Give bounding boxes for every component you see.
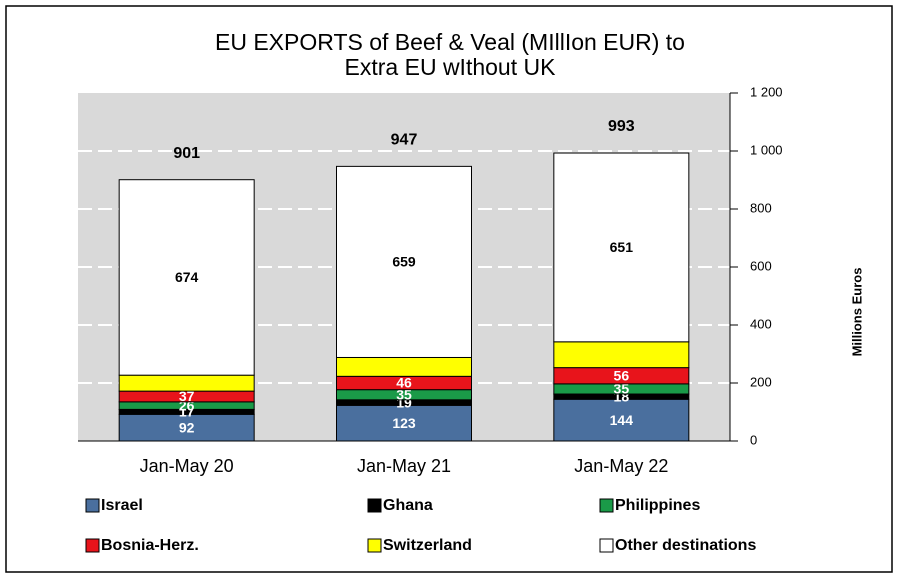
x-tick-label: Jan-May 21 [357,456,451,476]
data-label: 123 [392,415,416,431]
bar-segment [336,404,472,442]
bar-segment [553,341,690,369]
bar-segment [336,356,472,377]
legend-swatch [367,538,382,553]
bar-segment [553,152,690,343]
legend-label: Ghana [383,497,433,514]
bar-segment [553,398,690,442]
data-label: 35 [614,381,630,397]
data-label: 651 [610,239,634,255]
total-label: 993 [608,118,635,135]
y-tick-label: 800 [750,200,772,215]
y-tick-label: 1 200 [750,84,783,99]
data-label: 56 [614,367,630,383]
chart-title: EU EXPORTS of Beef & Veal (MIllIon EUR) … [215,29,685,55]
legend-label: Switzerland [383,537,472,554]
bar-segment [118,413,255,442]
chart-subtitle: Extra EU wIthout UK [345,54,557,80]
legend-swatch [85,538,100,553]
legend-swatch [599,538,614,553]
legend-label: Bosnia-Herz. [101,537,199,554]
bar-segment [118,374,255,392]
y-tick-label: 200 [750,374,772,389]
legend-swatch [599,498,614,513]
legend-label: Other destinations [615,537,756,554]
data-label: 144 [610,412,634,428]
y-axis-label: Millions Euros [849,268,864,357]
x-tick-label: Jan-May 22 [574,456,668,476]
data-label: 674 [175,269,199,285]
y-tick-label: 600 [750,258,772,273]
data-label: 659 [392,254,416,270]
y-tick-label: 1 000 [750,142,783,157]
legend-swatch [367,498,382,513]
legend-label: Philippines [615,497,700,514]
legend-label: Israel [101,497,143,514]
data-label: 35 [396,386,412,402]
x-tick-label: Jan-May 20 [140,456,234,476]
data-label: 92 [179,419,195,435]
total-label: 901 [173,145,200,162]
y-tick-label: 400 [750,316,772,331]
total-label: 947 [391,132,418,149]
y-tick-label: 0 [750,432,757,447]
data-label: 46 [396,375,412,391]
bar-segment [118,179,255,376]
bar-segment [336,165,472,358]
data-label: 37 [179,388,195,404]
legend-swatch [85,498,100,513]
